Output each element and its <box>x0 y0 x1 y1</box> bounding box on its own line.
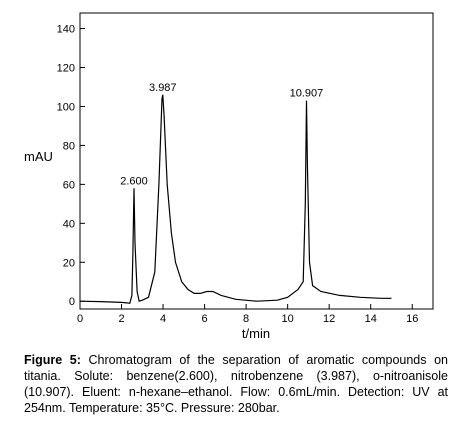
x-tick-label-8: 16 <box>406 313 418 325</box>
y-tick-label-7: 140 <box>57 24 75 36</box>
caption-text: Chromatogram of the separation of aromat… <box>24 353 448 415</box>
chromatogram-chart: 0 2 4 6 8 10 12 14 16 0 20 40 60 80 100 120 140 2.600 3.… <box>24 12 434 341</box>
x-tick-label-1: 2 <box>118 313 124 325</box>
y-tick-label-0: 0 <box>69 296 75 308</box>
plot-frame <box>79 12 434 310</box>
x-tick-label-4: 8 <box>243 313 249 325</box>
chromatogram-trace <box>79 94 392 304</box>
x-tick-label-3: 6 <box>202 313 208 325</box>
y-tick-label-1: 20 <box>63 257 75 269</box>
x-tick-label-6: 12 <box>323 313 335 325</box>
y-axis-ticks <box>80 28 85 302</box>
y-tick-label-3: 60 <box>63 179 75 191</box>
y-axis-tick-labels: 0 20 40 60 80 100 120 140 <box>57 24 75 309</box>
y-axis-label: mAU <box>24 149 53 164</box>
y-tick-label-4: 80 <box>63 140 75 152</box>
caption-label: Figure 5: <box>24 353 81 367</box>
peak-label-1: 3.987 <box>149 82 177 94</box>
x-axis-tick-labels: 0 2 4 6 8 10 12 14 16 <box>77 313 418 325</box>
figure-caption: Figure 5: Chromatogram of the separation… <box>24 352 448 416</box>
x-tick-label-2: 4 <box>160 313 166 325</box>
y-tick-label-6: 120 <box>57 63 75 75</box>
x-axis-label: t/min <box>242 326 270 341</box>
x-tick-label-0: 0 <box>77 313 83 325</box>
y-tick-label-5: 100 <box>57 101 75 113</box>
x-axis-ticks <box>79 304 413 309</box>
x-tick-label-5: 10 <box>282 313 294 325</box>
peak-labels: 2.600 3.987 10.907 <box>120 82 323 187</box>
x-tick-label-7: 14 <box>365 313 377 325</box>
peak-label-2: 10.907 <box>290 88 324 100</box>
y-tick-label-2: 40 <box>63 218 75 230</box>
peak-label-0: 2.600 <box>120 175 148 187</box>
